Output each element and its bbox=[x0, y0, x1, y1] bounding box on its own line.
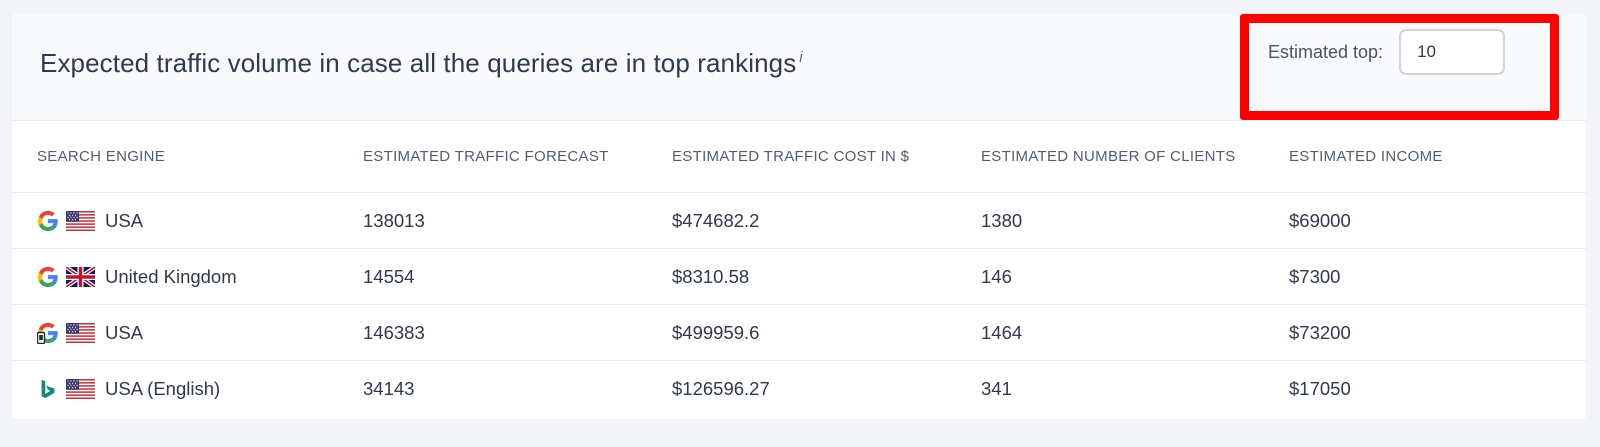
traffic-forecast-cell: 34143 bbox=[363, 377, 415, 399]
search-engine-cell: United Kingdom bbox=[12, 248, 363, 305]
clients-cell: 1464 bbox=[981, 304, 1289, 361]
clients-cell: 341 bbox=[981, 377, 1012, 399]
table-row: USA (English) 34143 $126596.27 341 $1705… bbox=[12, 361, 1586, 417]
income-cell: $73200 bbox=[1289, 304, 1586, 361]
us-flag-icon bbox=[66, 211, 95, 231]
traffic-cost-cell: $8310.58 bbox=[672, 248, 981, 305]
income-cell: $7300 bbox=[1289, 248, 1586, 305]
table-row: USA 138013 $474682.2 1380 $69000 bbox=[12, 192, 1586, 249]
card-header: Expected traffic volume in case all the … bbox=[12, 14, 1586, 121]
search-engine-cell: USA (English) bbox=[12, 361, 363, 417]
table-row: USA 146383 $499959.6 1464 $73200 bbox=[12, 304, 1586, 361]
us-flag-icon bbox=[66, 323, 95, 343]
column-header-number-of-clients[interactable]: ESTIMATED NUMBER OF CLIENTS bbox=[981, 121, 1289, 193]
title-text: Expected traffic volume in case all the … bbox=[40, 48, 797, 78]
clients-cell: 146 bbox=[981, 248, 1289, 305]
estimated-top-control: Estimated top: bbox=[1268, 29, 1506, 75]
income-cell: $17050 bbox=[1289, 377, 1351, 399]
google-mobile-icon bbox=[37, 322, 59, 344]
page-title: Expected traffic volume in case all the … bbox=[40, 48, 803, 79]
traffic-cost-cell: $126596.27 bbox=[672, 377, 770, 399]
column-header-traffic-forecast[interactable]: ESTIMATED TRAFFIC FORECAST bbox=[363, 121, 672, 193]
google-icon bbox=[37, 210, 59, 232]
traffic-cost-cell: $499959.6 bbox=[672, 304, 981, 361]
table-header-row: SEARCH ENGINE ESTIMATED TRAFFIC FORECAST… bbox=[12, 121, 1586, 193]
region-label: USA (English) bbox=[105, 377, 221, 399]
column-header-traffic-cost[interactable]: ESTIMATED TRAFFIC COST IN $ bbox=[672, 121, 981, 193]
column-header-income[interactable]: ESTIMATED INCOME bbox=[1289, 121, 1586, 193]
estimated-top-input[interactable] bbox=[1399, 29, 1506, 75]
clients-cell: 1380 bbox=[981, 192, 1289, 249]
traffic-forecast-cell: 146383 bbox=[363, 304, 672, 361]
info-icon[interactable]: i bbox=[799, 49, 803, 66]
search-engine-cell: USA bbox=[12, 192, 363, 249]
traffic-forecast-cell: 138013 bbox=[363, 192, 672, 249]
traffic-forecast-card: Expected traffic volume in case all the … bbox=[12, 14, 1586, 419]
bing-icon bbox=[37, 378, 59, 400]
region-label: USA bbox=[105, 209, 144, 231]
search-engine-cell: USA bbox=[12, 304, 363, 361]
region-label: United Kingdom bbox=[105, 265, 237, 287]
estimated-top-label: Estimated top: bbox=[1268, 41, 1384, 62]
region-label: USA bbox=[105, 321, 144, 343]
income-cell: $69000 bbox=[1289, 192, 1586, 249]
us-flag-icon bbox=[66, 379, 95, 399]
uk-flag-icon bbox=[66, 267, 95, 287]
column-header-search-engine[interactable]: SEARCH ENGINE bbox=[12, 121, 363, 193]
traffic-forecast-cell: 14554 bbox=[363, 248, 672, 305]
google-icon bbox=[37, 266, 59, 288]
table-row: United Kingdom 14554 $8310.58 146 $7300 bbox=[12, 248, 1586, 305]
traffic-cost-cell: $474682.2 bbox=[672, 192, 981, 249]
traffic-table: SEARCH ENGINE ESTIMATED TRAFFIC FORECAST… bbox=[12, 121, 1586, 416]
